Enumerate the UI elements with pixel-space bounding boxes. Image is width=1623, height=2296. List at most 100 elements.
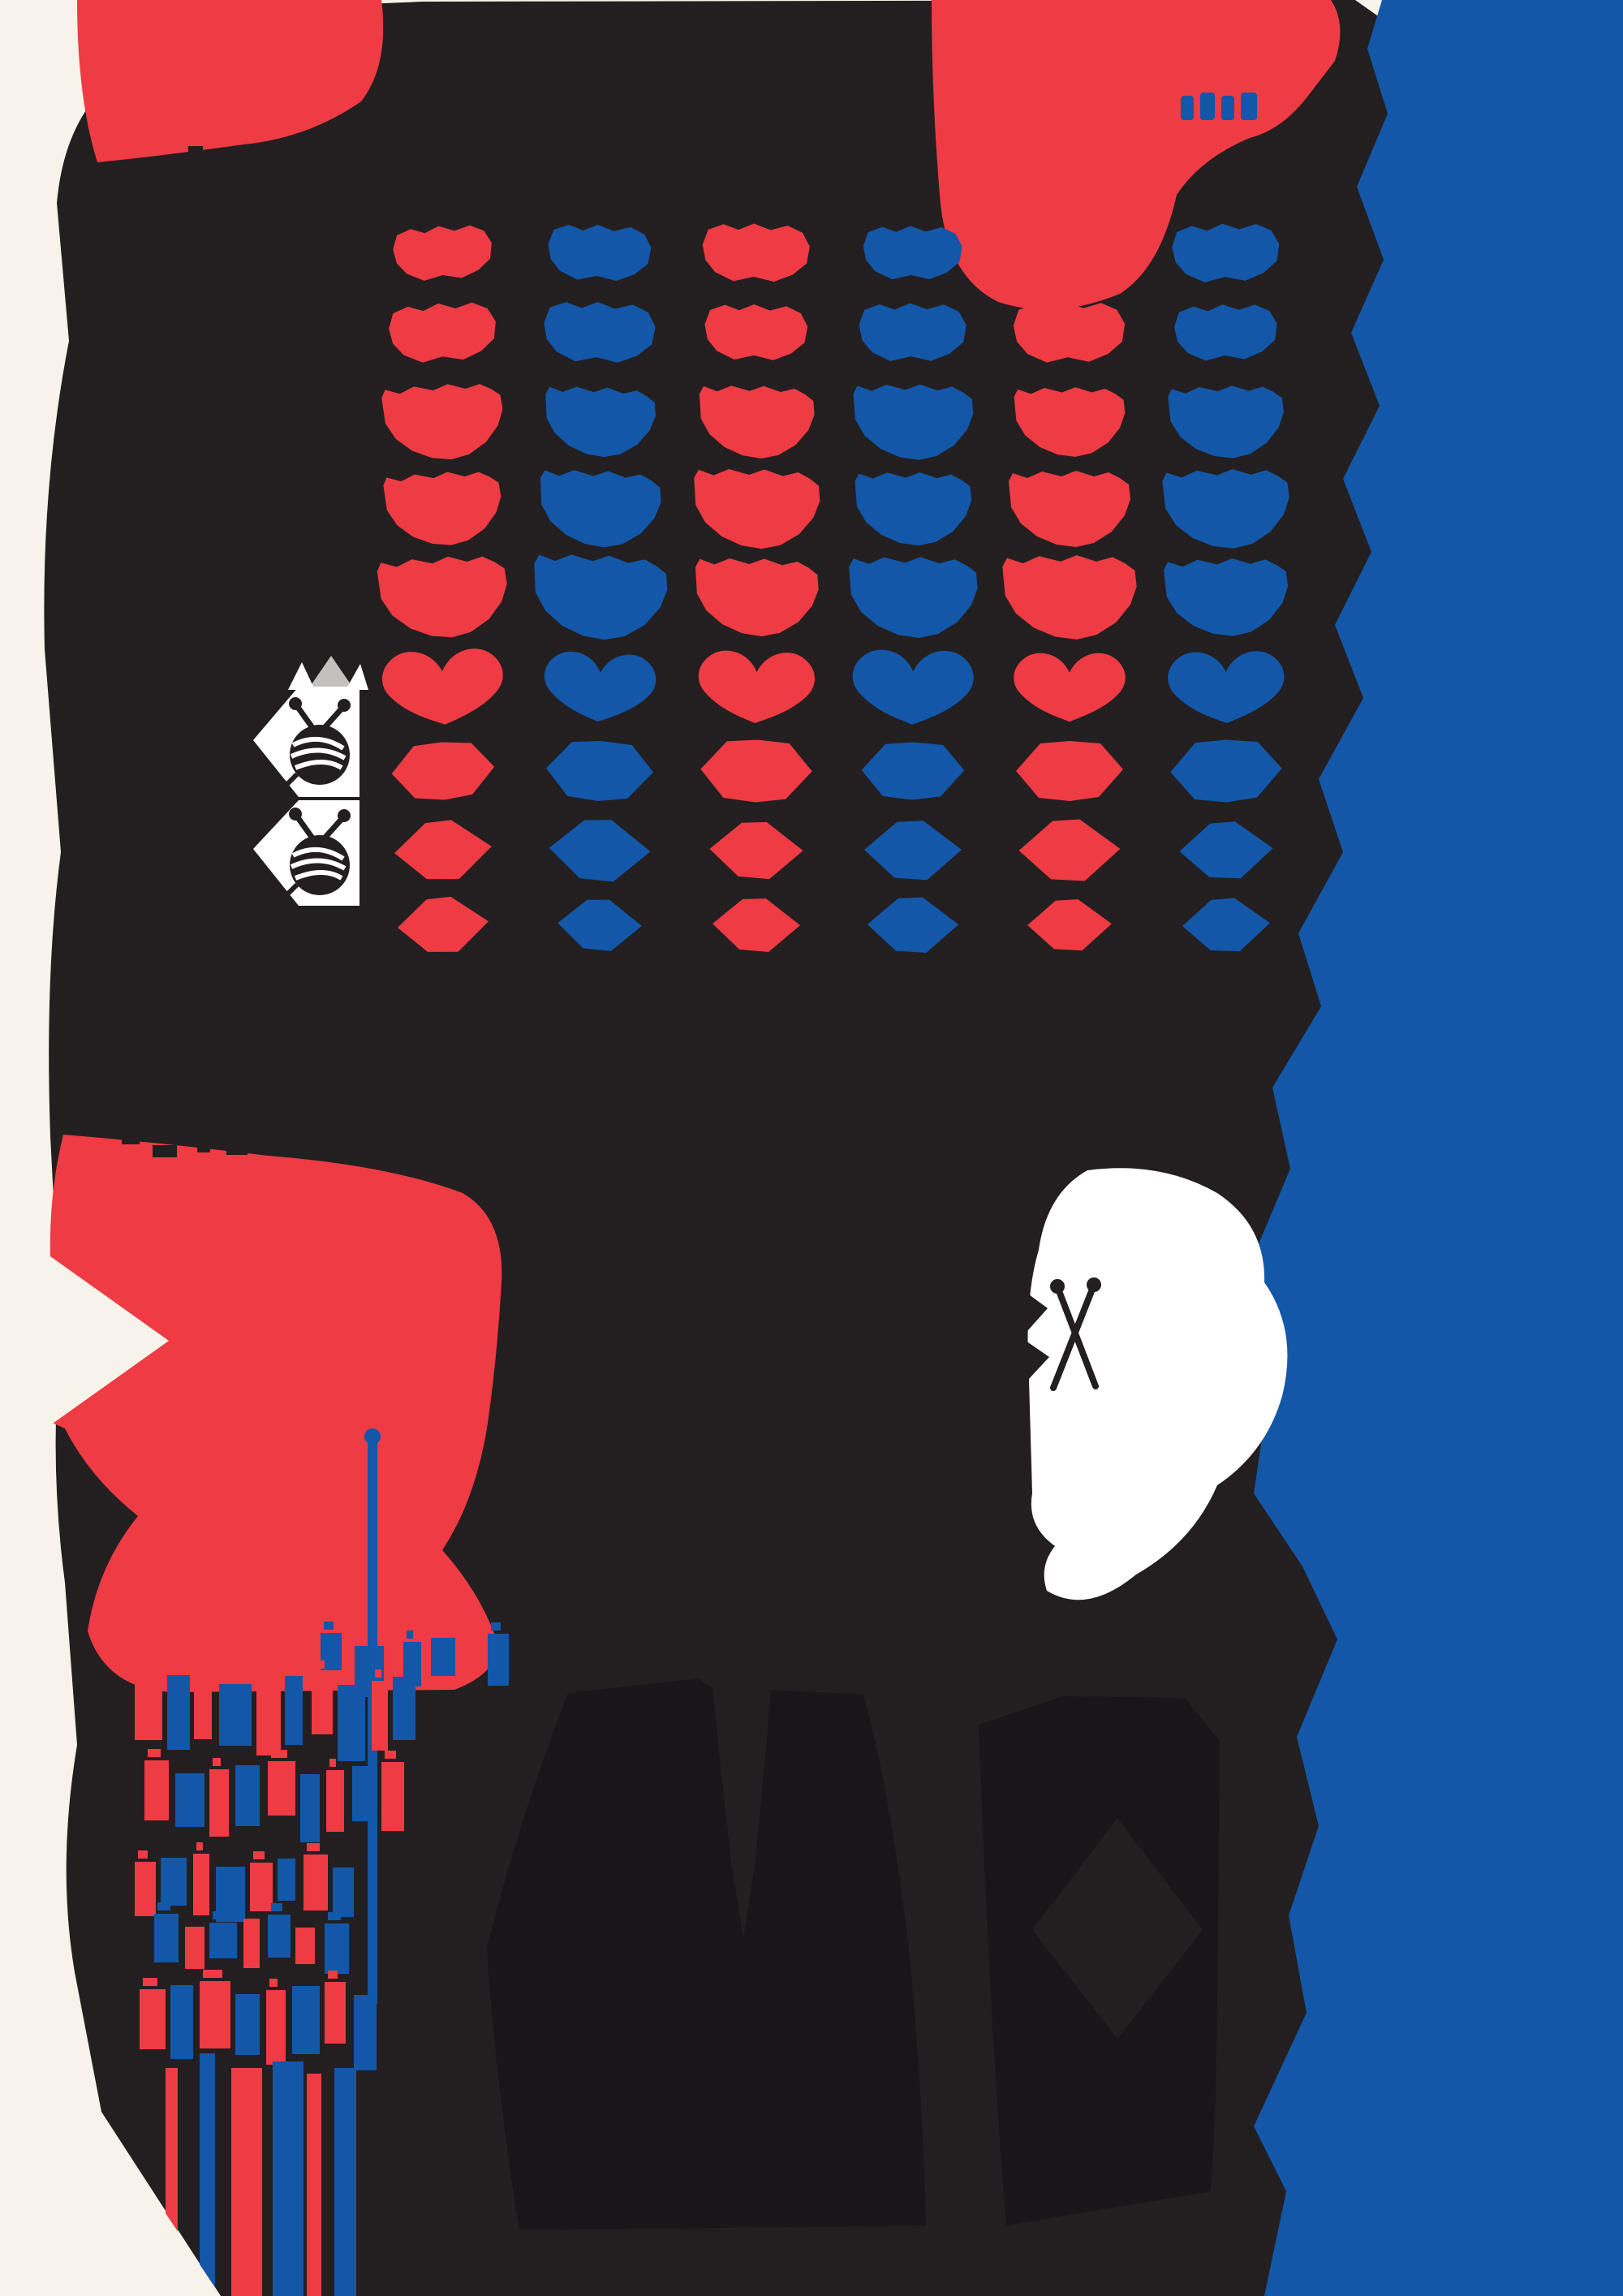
glitch-chunk <box>285 1676 303 1745</box>
caption-mark <box>313 151 331 170</box>
glitch-chunk <box>304 1854 328 1910</box>
glitch-chunk <box>278 1859 295 1901</box>
glitch-chunk <box>235 1765 260 1826</box>
caption-mark <box>208 149 227 166</box>
fringe-stripe <box>307 2074 321 2296</box>
caption-mark <box>295 148 308 161</box>
glitch-chunk <box>200 1981 230 2048</box>
skein-mark <box>197 1144 210 1152</box>
logo-block <box>1221 96 1234 120</box>
glitch-chunk <box>488 1634 509 1686</box>
glitch-chunk <box>300 1774 320 1842</box>
distressed-marks-on-skein <box>122 1136 411 1161</box>
knitted-piece-silhouette <box>979 1696 1220 2225</box>
skein-mark <box>153 1145 177 1157</box>
small-blue-logo-mark <box>1181 93 1257 120</box>
glitch-chunk <box>292 1986 320 2054</box>
glitch-chunk <box>194 1671 212 1739</box>
glitch-chunk <box>333 1867 354 1917</box>
glitch-chunk-tick <box>213 1758 221 1766</box>
glitch-chunk <box>167 1675 190 1750</box>
cream-corner-wedge <box>0 1980 221 2296</box>
glitch-chunk <box>403 1642 421 1686</box>
red-corner-shape-top-left <box>77 0 384 162</box>
caption-mark <box>394 149 411 164</box>
blue-side-band <box>1235 0 1623 2296</box>
glitch-chunk <box>135 1862 156 1916</box>
vest-silhouette <box>487 1678 926 2230</box>
caption-mark <box>415 153 427 164</box>
glitch-chunk-tick <box>253 1851 265 1859</box>
glitch-chunk-tick <box>138 1850 148 1859</box>
glitch-chunk <box>250 1863 273 1911</box>
diamond-cutout <box>1032 1818 1203 2039</box>
glitch-chunk <box>431 1638 455 1676</box>
glitch-chunk-tick <box>324 1622 334 1630</box>
glitch-chunk-tick <box>196 1842 203 1850</box>
fringe-stripe <box>231 2068 262 2296</box>
distressed-caption-marks <box>188 146 427 170</box>
glitch-chunk <box>243 1919 260 1968</box>
glitch-chunk <box>372 1681 388 1751</box>
glitch-chunk <box>268 1915 291 1958</box>
logo-block <box>1241 93 1257 120</box>
cream-notch-wedge <box>50 1256 169 1425</box>
glitch-chunk-tick <box>203 1970 222 1978</box>
glitch-chunk-tick <box>269 1979 278 1987</box>
glitch-chunk-tick <box>315 1661 325 1669</box>
glitch-chunk-tick <box>138 1668 154 1676</box>
glitch-chunk <box>326 1770 344 1832</box>
glitch-chunk-tick <box>407 1630 413 1639</box>
glitch-chunk <box>235 1994 260 2055</box>
glitch-chunk <box>209 1923 237 1958</box>
skein-mark <box>348 1137 371 1148</box>
grid-motif-blob-small <box>1013 302 1126 363</box>
glitch-chunk <box>256 1680 281 1755</box>
glitch-chunk <box>209 1769 229 1837</box>
glitch-chunk <box>381 1762 404 1831</box>
caption-mark <box>375 146 390 164</box>
glitch-chunk <box>185 1927 204 1969</box>
glitch-chunk <box>144 1760 169 1820</box>
red-skein-shape <box>50 1135 502 1692</box>
glitch-chunk <box>170 1985 193 2059</box>
glitch-chunk <box>161 1858 187 1906</box>
caption-mark <box>336 147 346 162</box>
badge-tag-top <box>253 656 368 797</box>
crossed-needles-icon <box>1050 1277 1101 1391</box>
glitch-chunk <box>295 1928 315 1964</box>
glitch-chunk <box>338 1685 365 1761</box>
glitch-chunk <box>393 1677 415 1740</box>
glitch-chunk-tick <box>385 1751 396 1759</box>
glitch-chunk-tick <box>271 1750 287 1758</box>
glitch-chunk-tick <box>328 1971 338 1979</box>
glitch-chunk <box>175 1773 204 1827</box>
glitch-chunk-tick <box>491 1622 501 1630</box>
skein-mark <box>226 1142 248 1155</box>
caption-mark <box>248 149 265 168</box>
glitch-chunk-tick <box>157 1902 170 1910</box>
glitch-chunk <box>325 1982 346 2044</box>
caption-mark <box>188 146 203 157</box>
skein-mark <box>271 1140 299 1150</box>
logo-block <box>1200 93 1215 120</box>
glitch-chunk-tick <box>328 1912 341 1920</box>
glitch-chunk-tick <box>375 1669 381 1678</box>
glitch-chunk-tick <box>260 1669 273 1677</box>
glitch-chunk <box>354 1995 377 2070</box>
fringe-stripe <box>334 2068 356 2296</box>
glitch-chunk <box>312 1672 333 1734</box>
gray-fold-triangle <box>310 656 352 687</box>
badge-tag-bottom <box>253 800 359 906</box>
glitch-chunk-tick <box>148 1749 161 1757</box>
caption-mark <box>269 152 291 168</box>
glitch-chunk-tick <box>329 1759 336 1767</box>
skein-mark <box>122 1136 140 1144</box>
glitch-chunk <box>219 1684 252 1746</box>
glitch-chunk-tick <box>271 1903 282 1911</box>
fringe-stripe <box>200 2053 215 2296</box>
glitch-chunk-tick <box>197 1660 204 1668</box>
glitch-chunk <box>140 1989 166 2049</box>
yarn-ball-blob <box>1026 1168 1288 1600</box>
